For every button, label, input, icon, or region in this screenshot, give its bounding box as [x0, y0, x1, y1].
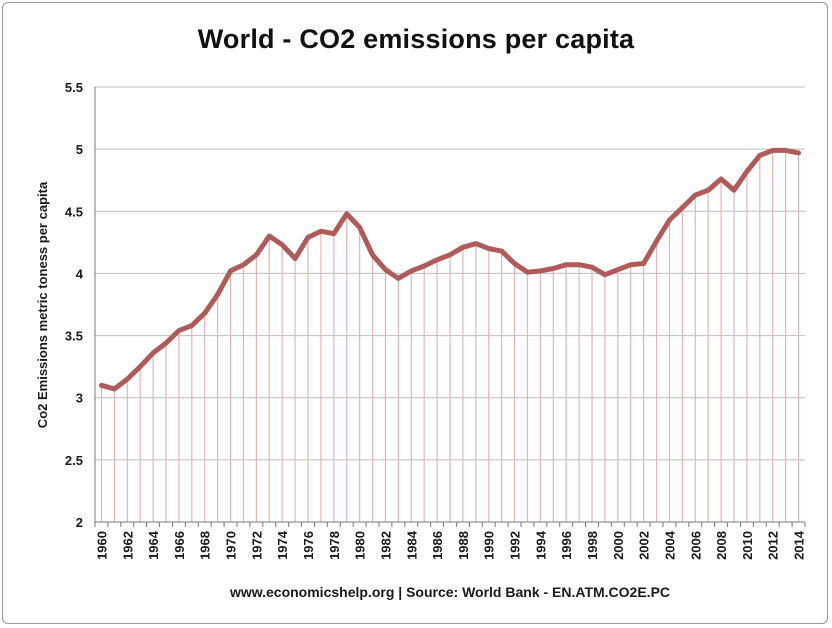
- y-tick-label: 4.5: [65, 204, 83, 219]
- data-point: [292, 256, 298, 261]
- data-point: [731, 187, 737, 193]
- x-tick-label: 1974: [275, 530, 290, 560]
- x-tick-label: 1984: [404, 530, 419, 560]
- y-tick-label: 5.5: [65, 80, 83, 95]
- y-tick-label: 3: [76, 391, 83, 406]
- x-tick-label: 1968: [198, 531, 213, 560]
- data-point: [434, 257, 440, 262]
- data-point: [163, 340, 169, 346]
- data-point: [693, 192, 698, 198]
- data-point: [512, 261, 517, 266]
- y-tick-label: 2.5: [65, 453, 83, 468]
- data-point: [576, 262, 582, 267]
- x-tick-label: 1986: [430, 531, 445, 560]
- data-point: [409, 268, 414, 274]
- y-tick-label: 5: [76, 142, 83, 157]
- x-tick-label: 1996: [559, 531, 574, 560]
- data-point: [538, 268, 543, 274]
- x-tick-label: 1998: [585, 531, 600, 560]
- data-point: [654, 238, 659, 244]
- x-tick-label: 1976: [301, 531, 316, 560]
- data-point: [267, 233, 272, 239]
- data-point: [667, 217, 672, 223]
- x-tick-label: 1982: [378, 531, 393, 560]
- x-tick-label: 1994: [533, 530, 548, 560]
- x-tick-label: 1978: [327, 531, 342, 560]
- data-point: [331, 231, 337, 236]
- data-point: [396, 276, 401, 281]
- data-point: [189, 323, 195, 328]
- data-point: [551, 266, 556, 271]
- x-tick-label: 2012: [766, 531, 781, 560]
- x-tick-label: 2002: [637, 531, 652, 560]
- data-point: [241, 262, 246, 267]
- data-point: [202, 311, 207, 316]
- data-point: [344, 211, 349, 216]
- x-tick-label: 1964: [146, 530, 161, 560]
- data-point: [112, 386, 117, 392]
- data-point: [318, 228, 324, 234]
- data-point: [796, 150, 801, 156]
- data-point: [525, 269, 530, 275]
- data-point: [176, 328, 182, 333]
- x-tick-label: 1988: [456, 531, 471, 560]
- x-tick-label: 1970: [224, 531, 239, 560]
- data-point: [215, 292, 220, 297]
- data-point: [279, 242, 285, 248]
- y-tick-label: 3.5: [65, 329, 83, 344]
- x-tick-label: 2010: [740, 531, 755, 560]
- data-point: [383, 267, 388, 272]
- y-axis-label: Co2 Emissions metric toness per capita: [35, 181, 50, 428]
- data-point: [563, 262, 569, 267]
- x-tick-label: 2008: [714, 531, 729, 560]
- data-point: [602, 272, 608, 277]
- data-point: [137, 364, 143, 369]
- x-tick-label: 1960: [94, 531, 109, 560]
- data-point: [125, 376, 130, 382]
- data-point: [421, 263, 427, 269]
- data-point: [757, 153, 763, 158]
- data-point: [783, 148, 788, 153]
- x-tick-label: 2000: [611, 531, 626, 560]
- data-point: [770, 148, 775, 153]
- x-tick-label: 1962: [120, 531, 135, 560]
- data-point: [486, 246, 491, 251]
- x-tick-label: 1972: [249, 531, 264, 560]
- data-point: [705, 187, 711, 193]
- data-point: [589, 265, 595, 270]
- data-point: [357, 225, 362, 230]
- data-point: [99, 383, 104, 388]
- y-tick-label: 4: [76, 266, 84, 281]
- data-point: [718, 176, 724, 182]
- x-tick-label: 2004: [662, 530, 677, 560]
- data-point: [680, 205, 685, 210]
- x-tick-label: 1992: [508, 531, 523, 560]
- data-point: [499, 248, 504, 254]
- data-point: [150, 350, 156, 356]
- chart-footer-source: www.economicshelp.org | Source: World Ba…: [229, 584, 671, 600]
- y-tick-label: 2: [76, 515, 83, 530]
- data-point: [254, 252, 259, 257]
- data-point: [305, 235, 311, 240]
- data-point: [447, 252, 453, 257]
- data-point: [228, 268, 233, 274]
- data-point: [370, 252, 375, 257]
- data-point: [628, 262, 633, 267]
- x-tick-label: 2006: [688, 531, 703, 560]
- data-point: [641, 261, 646, 266]
- chart-title: World - CO2 emissions per capita: [197, 24, 635, 54]
- data-point: [615, 267, 621, 272]
- x-tick-label: 1966: [172, 531, 187, 560]
- x-tick-label: 1980: [353, 531, 368, 560]
- x-tick-label: 1990: [482, 531, 497, 560]
- data-point: [460, 245, 466, 250]
- data-point: [473, 241, 479, 246]
- data-point: [744, 169, 750, 174]
- x-tick-label: 2014: [792, 530, 807, 560]
